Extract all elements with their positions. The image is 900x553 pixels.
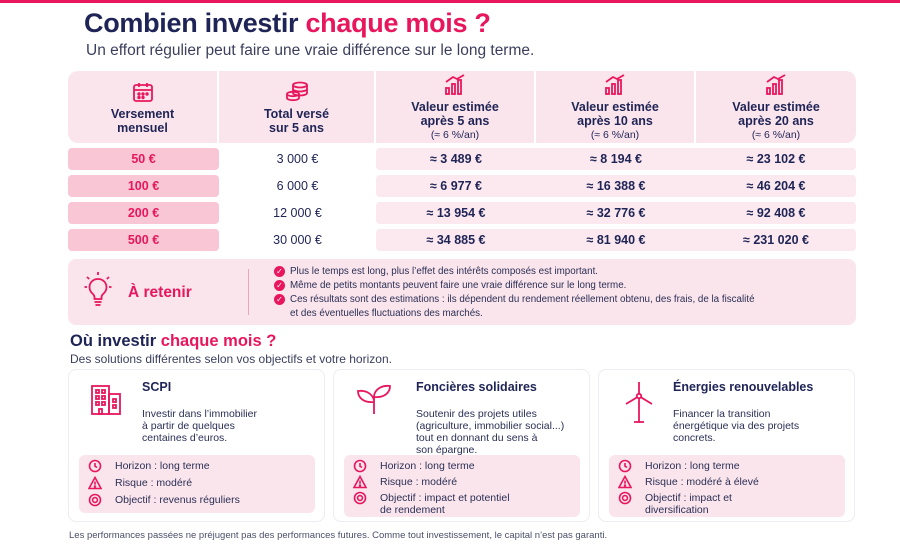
warning-icon [353,475,367,489]
card-energies-renouvelables: Énergies renouvelables Financer la trans… [598,369,855,522]
takeaway-text: Ces résultats sont des estimations : ils… [290,294,755,305]
monthly-amount: 100 € [68,175,219,197]
table-row: 200 € 12 000 € ≈ 13 954 € ≈ 32 776 € ≈ 9… [68,202,856,224]
plant-icon [357,384,391,414]
value-10-years: ≈ 16 388 € [586,179,646,193]
header-20-years: Valeur estimée après 20 ans (≈ 6 %/an) [696,71,856,143]
table-row: 100 € 6 000 € ≈ 6 977 € ≈ 16 388 € ≈ 46 … [68,175,856,197]
total-paid: 12 000 € [273,206,322,220]
top-accent-bar [0,0,900,3]
value-20-years: ≈ 231 020 € [743,233,809,247]
page-subtitle: Un effort régulier peut faire une vraie … [86,42,535,59]
table-header: Versement mensuel Total versé sur 5 ans Va… [68,71,856,143]
card-title: Foncières solidaires [416,380,537,394]
table-row: 50 € 3 000 € ≈ 3 489 € ≈ 8 194 € ≈ 23 10… [68,148,856,170]
total-paid: 6 000 € [276,179,319,193]
clock-icon [618,459,632,473]
takeaway-text: Même de petits montants peuvent faire un… [290,280,627,291]
horizon-text: Horizon : long terme [380,460,475,472]
value-10-years: ≈ 81 940 € [586,233,646,247]
value-5-years: ≈ 3 489 € [429,152,483,166]
growth-chart-icon [445,73,465,95]
header-5-years: Valeur estimée après 5 ans (≈ 6 %/an) [376,71,536,143]
value-10-years: ≈ 32 776 € [586,206,646,220]
header-10-years: Valeur estimée après 10 ans (≈ 6 %/an) [536,71,696,143]
check-icon: ✓ [274,266,285,277]
calendar-icon [132,82,153,102]
clock-icon [353,459,367,473]
clock-icon [88,459,102,473]
card-description: Soutenir des projets utiles (agriculture,… [416,408,565,456]
page-title: Combien investir chaque mois ? [84,8,491,38]
card-title: SCPI [142,380,172,394]
check-icon: ✓ [274,294,285,305]
card-title: Énergies renouvelables [673,380,814,394]
target-icon [618,491,632,505]
risk-text: Risque : modéré [115,477,193,489]
section-subtitle: Des solutions différentes selon vos obje… [70,352,392,366]
key-takeaways-box: À retenir ✓ Plus le temps est long, plus… [68,259,856,325]
card-description: Investir dans l’immobilier à partir de qu… [142,408,257,444]
section-title: Où investir chaque mois ? [70,332,277,350]
value-5-years: ≈ 34 885 € [426,233,486,247]
objective-text: Objectif : impact et diversification [645,492,732,516]
target-icon [353,491,367,505]
risk-text: Risque : modéré [380,476,458,488]
building-icon [91,385,121,415]
warning-icon [618,475,632,489]
takeaway-text: et des éventuelles fluctuations des marc… [290,308,483,319]
disclaimer-footer: Les performances passées ne préjugent pa… [69,530,608,541]
value-20-years: ≈ 23 102 € [746,152,806,166]
divider [248,269,249,315]
card-scpi: SCPI Investir dans l’immobilier à partir … [68,369,325,522]
key-takeaways-title: À retenir [128,284,192,301]
check-icon: ✓ [274,280,285,291]
value-20-years: ≈ 92 408 € [746,206,806,220]
growth-chart-icon [605,73,625,95]
wind-turbine-icon [625,382,653,423]
monthly-amount: 500 € [68,229,219,251]
table-row: 500 € 30 000 € ≈ 34 885 € ≈ 81 940 € ≈ 2… [68,229,856,251]
card-info-box: Horizon : long terme Risque : modéré à é… [609,455,845,517]
card-info-box: Horizon : long terme Risque : modéré Obj… [344,455,580,517]
target-icon [88,493,102,507]
card-info-box: Horizon : long terme Risque : modéré Obj… [79,455,315,513]
objective-text: Objectif : impact et potentiel de rendeme… [380,492,510,516]
horizon-text: Horizon : long terme [645,460,740,472]
growth-chart-icon [766,73,786,95]
horizon-text: Horizon : long terme [115,460,210,472]
investment-table: Versement mensuel Total versé sur 5 ans Va… [68,71,856,251]
header-total: Total versé sur 5 ans [219,71,376,143]
header-monthly: Versement mensuel [68,71,219,143]
coins-icon [285,81,308,101]
total-paid: 30 000 € [273,233,322,247]
value-5-years: ≈ 6 977 € [429,179,483,193]
objective-text: Objectif : revenus réguliers [115,494,240,506]
value-20-years: ≈ 46 204 € [746,179,806,193]
warning-icon [88,476,102,490]
lightbulb-icon [84,272,112,306]
value-5-years: ≈ 13 954 € [426,206,486,220]
total-paid: 3 000 € [276,152,319,166]
card-foncieres-solidaires: Foncières solidaires Soutenir des projet… [333,369,590,522]
value-10-years: ≈ 8 194 € [589,152,643,166]
risk-text: Risque : modéré à élevé [645,476,759,488]
takeaway-text: Plus le temps est long, plus l’effet des… [290,266,599,277]
monthly-amount: 50 € [68,148,219,170]
monthly-amount: 200 € [68,202,219,224]
card-description: Financer la transition énergétique via de… [673,408,800,444]
